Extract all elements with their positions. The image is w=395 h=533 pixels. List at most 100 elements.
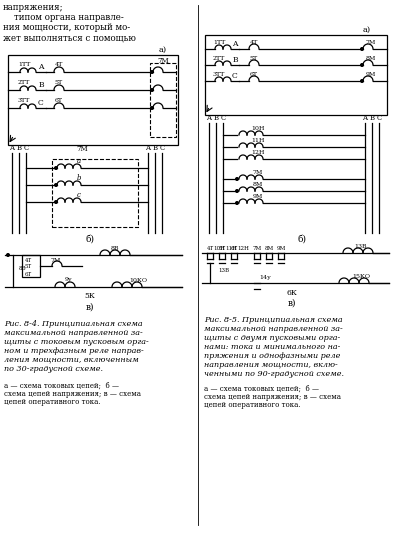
Text: 11Н: 11Н	[251, 138, 265, 142]
Text: 7М: 7М	[51, 257, 61, 262]
Text: 5К: 5К	[85, 292, 96, 300]
Bar	[22, 255, 40, 277]
Text: 13В: 13В	[355, 244, 367, 248]
Text: 6Т: 6Т	[230, 246, 237, 251]
Text: ния мощности, который мо-: ния мощности, который мо-	[3, 23, 130, 32]
Text: 5Т: 5Т	[55, 79, 63, 85]
Text: напряжения;: напряжения;	[3, 3, 64, 12]
Text: 12Н: 12Н	[251, 149, 265, 155]
Text: 5Т: 5Т	[218, 246, 226, 251]
Text: б): б)	[85, 235, 94, 244]
Text: 3ТТ: 3ТТ	[18, 98, 30, 102]
Text: B: B	[232, 56, 238, 64]
Text: максимальной направленной за-: максимальной направленной за-	[204, 325, 343, 333]
Text: по 30-градусной схеме.: по 30-градусной схеме.	[4, 365, 103, 373]
Text: 5Т: 5Т	[250, 55, 258, 61]
Text: B: B	[38, 81, 44, 89]
Text: 7М: 7М	[76, 145, 88, 153]
Text: 12Н: 12Н	[237, 246, 249, 251]
Bar	[150, 63, 176, 137]
Text: 14у: 14у	[259, 276, 271, 280]
Circle shape	[151, 71, 153, 74]
Text: 6Т: 6Т	[250, 71, 258, 77]
Text: 7М: 7М	[157, 57, 169, 65]
Text: в): в)	[86, 303, 94, 311]
Text: в): в)	[288, 298, 296, 308]
Text: C: C	[38, 99, 44, 107]
Text: B: B	[152, 144, 158, 152]
Text: A: A	[363, 114, 367, 122]
Text: 10КО: 10КО	[129, 278, 147, 282]
Text: пряжения и однофазными реле: пряжения и однофазными реле	[204, 352, 340, 360]
Text: а): а)	[363, 26, 371, 34]
Text: б): б)	[297, 235, 307, 244]
Text: 9М: 9М	[366, 71, 376, 77]
Text: ления мощности, включенным: ления мощности, включенным	[4, 356, 139, 364]
Text: 8М: 8М	[253, 182, 263, 187]
Text: 9М: 9М	[253, 193, 263, 198]
Text: максимальной направленной за-: максимальной направленной за-	[4, 329, 143, 337]
Text: 2ТТ: 2ТТ	[213, 55, 225, 61]
Circle shape	[361, 47, 363, 50]
Text: щиты с двумя пусковыми орга-: щиты с двумя пусковыми орга-	[204, 334, 340, 342]
Text: 7М: 7М	[366, 39, 376, 44]
Text: Рис. 8-5. Принципиальная схема: Рис. 8-5. Принципиальная схема	[204, 316, 342, 324]
Text: 2ТТ: 2ТТ	[18, 79, 30, 85]
Circle shape	[7, 254, 9, 256]
Text: 4Т: 4Т	[55, 61, 63, 67]
Circle shape	[236, 177, 238, 180]
Circle shape	[236, 190, 238, 192]
Text: C: C	[23, 144, 28, 152]
Circle shape	[151, 88, 153, 91]
Text: а): а)	[159, 46, 167, 54]
Text: C: C	[220, 114, 226, 122]
Text: типом органа направле-: типом органа направле-	[3, 13, 124, 22]
Text: схема цепей напряжения; в — схема: схема цепей напряжения; в — схема	[4, 390, 141, 398]
Text: B: B	[214, 114, 218, 122]
Text: 8В: 8В	[111, 246, 119, 252]
Bar	[205, 35, 387, 115]
Text: 13В: 13В	[218, 269, 229, 273]
Text: 8М: 8М	[366, 55, 376, 61]
Text: 10Н: 10Н	[251, 125, 265, 131]
Text: 15КО: 15КО	[352, 273, 370, 279]
Text: A: A	[145, 144, 150, 152]
Text: жет выполняться с помощью: жет выполняться с помощью	[3, 33, 136, 42]
Text: 8В: 8В	[19, 265, 26, 271]
Text: A: A	[38, 63, 44, 71]
Text: 9М: 9М	[276, 246, 286, 251]
Text: 4Т: 4Т	[25, 257, 32, 262]
Text: b: b	[77, 174, 81, 182]
Text: Рис. 8-4. Принципиальная схема: Рис. 8-4. Принципиальная схема	[4, 320, 143, 328]
Text: A: A	[9, 144, 15, 152]
Text: ном и трехфазным реле направ-: ном и трехфазным реле направ-	[4, 347, 144, 355]
Text: 1ТТ: 1ТТ	[18, 61, 30, 67]
Text: направления мощности, вклю-: направления мощности, вклю-	[204, 361, 338, 369]
Circle shape	[55, 167, 57, 169]
Text: а — схема токовых цепей;  б —: а — схема токовых цепей; б —	[204, 385, 319, 393]
Text: а — схема токовых цепей;  б —: а — схема токовых цепей; б —	[4, 382, 119, 390]
Text: a: a	[77, 157, 81, 165]
Text: 4Т: 4Т	[250, 39, 258, 44]
Circle shape	[151, 107, 153, 109]
Bar	[52, 159, 138, 227]
Circle shape	[236, 201, 238, 204]
Text: C: C	[232, 72, 238, 80]
Text: 8М: 8М	[264, 246, 274, 251]
Text: 11Н: 11Н	[225, 246, 237, 251]
Text: 3ТТ: 3ТТ	[213, 71, 225, 77]
Text: 9у: 9у	[64, 278, 72, 282]
Circle shape	[55, 201, 57, 203]
Text: 4Т: 4Т	[207, 246, 214, 251]
Text: C: C	[376, 114, 382, 122]
Text: нами: тока и минимального на-: нами: тока и минимального на-	[204, 343, 340, 351]
Text: 1ТТ: 1ТТ	[213, 39, 225, 44]
Text: A: A	[207, 114, 211, 122]
Text: 5Т: 5Т	[25, 264, 32, 270]
Text: 7М: 7М	[252, 246, 261, 251]
Circle shape	[55, 184, 57, 187]
Circle shape	[361, 80, 363, 82]
Text: 6Т: 6Т	[55, 98, 63, 102]
Text: 6К: 6К	[286, 289, 297, 297]
Text: B: B	[369, 114, 374, 122]
